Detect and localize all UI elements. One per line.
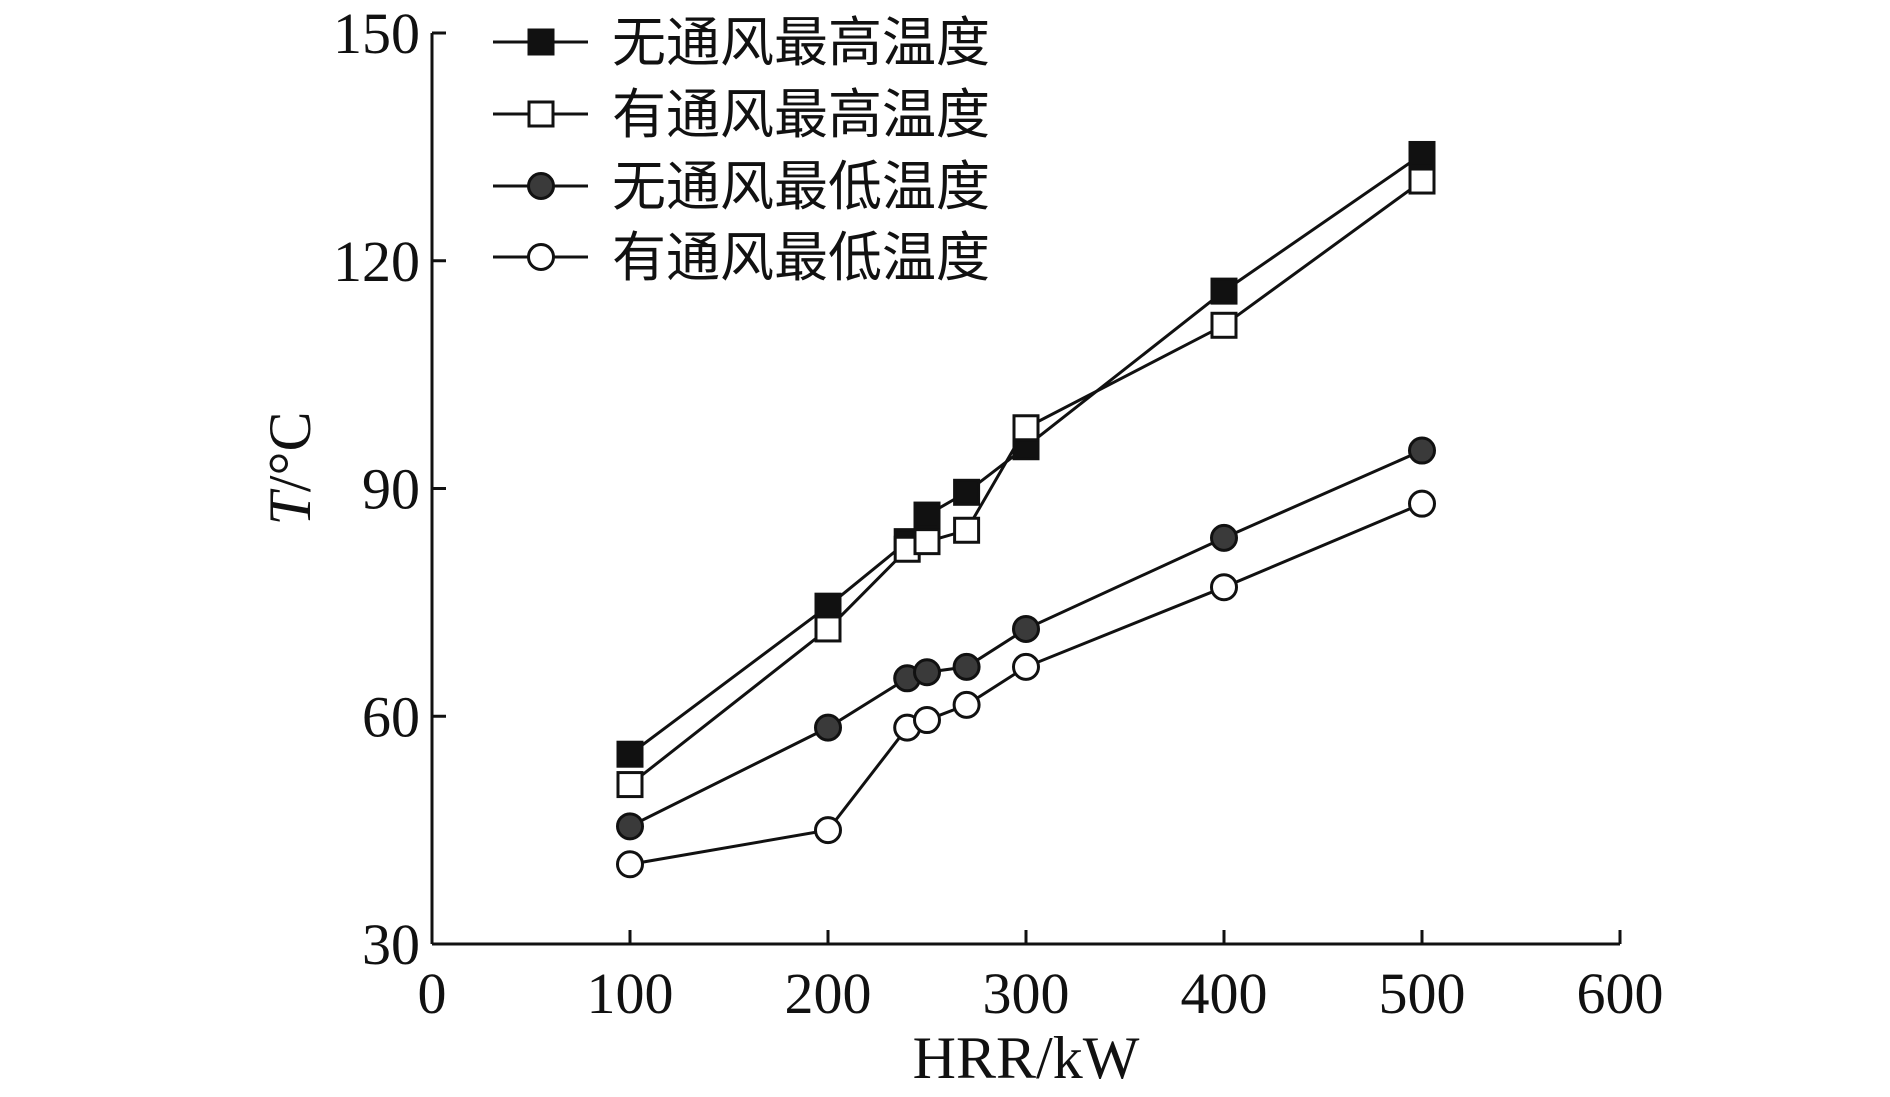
series-layer	[616, 140, 1436, 879]
legend-marker	[527, 243, 555, 271]
legend-entry: 有通风最低温度	[493, 226, 990, 289]
legend-marker	[527, 172, 555, 200]
x-tick-label: 300	[983, 961, 1070, 1026]
y-tick-label: 150	[333, 1, 420, 66]
x-tick-label: 100	[587, 961, 674, 1026]
legend-entry: 无通风最低温度	[493, 155, 990, 218]
series-4-point	[1012, 652, 1040, 681]
x-ticks: 0 100 200 300 400 500 600	[418, 930, 1664, 1026]
series-2-point	[1210, 311, 1238, 339]
series-4-point	[814, 816, 842, 845]
series-3-line	[629, 449, 1423, 828]
series-2-point	[913, 528, 941, 556]
y-tick-label: 120	[333, 229, 420, 294]
x-tick-label: 600	[1577, 961, 1664, 1026]
series-1-point	[913, 501, 941, 529]
series-4-point	[913, 706, 941, 735]
legend-label: 无通风最低温度	[612, 155, 990, 218]
axes: 0 100 200 300 400 500 600 30 60 90 120 150	[333, 1, 1664, 1026]
series-4-point	[616, 850, 644, 879]
x-axis-title: HRR/kW	[913, 1025, 1140, 1091]
x-tick-label: 400	[1181, 961, 1268, 1026]
series-3	[616, 436, 1436, 841]
series-1-point	[1210, 277, 1238, 305]
series-1-point	[814, 592, 842, 620]
y-axis-title: T/°C	[257, 411, 323, 525]
series-3-point	[1408, 436, 1436, 465]
legend-marker	[527, 100, 555, 128]
series-4-point	[952, 690, 981, 719]
x-tick-label: 200	[785, 961, 872, 1026]
series-2-point	[616, 771, 644, 799]
series-2	[616, 167, 1436, 799]
series-2-point	[953, 516, 981, 544]
legend-marker	[527, 28, 555, 56]
y-axis-title-symbol: T	[257, 489, 323, 526]
legend-label: 有通风最高温度	[612, 83, 990, 146]
series-3-point	[913, 658, 941, 687]
y-axis-title-unit: /°C	[257, 411, 323, 492]
series-3-point	[616, 812, 644, 841]
x-tick-label: 500	[1379, 961, 1466, 1026]
series-1-point	[616, 740, 644, 768]
series-1-point	[1408, 140, 1436, 168]
series-4-line	[629, 502, 1423, 866]
legend-entry: 无通风最高温度	[493, 11, 990, 74]
series-4-point	[1408, 489, 1436, 518]
series-2-point	[814, 615, 842, 643]
series-3-point	[1012, 614, 1040, 643]
legend-label: 无通风最高温度	[612, 11, 990, 74]
y-ticks: 30 60 90 120 150	[333, 1, 446, 977]
y-tick-label: 90	[362, 457, 420, 522]
y-tick-label: 30	[362, 912, 420, 977]
series-4	[616, 489, 1436, 879]
series-1-point	[953, 478, 981, 506]
series-2-point	[1408, 167, 1436, 195]
series-3-point	[814, 713, 842, 742]
series-3-point	[952, 652, 981, 681]
series-2-point	[1012, 414, 1040, 442]
legend-label: 有通风最低温度	[612, 226, 990, 289]
y-tick-label: 60	[362, 684, 420, 749]
legend-entry: 有通风最高温度	[493, 83, 990, 146]
x-tick-label: 0	[418, 961, 447, 1026]
series-3-point	[1210, 523, 1238, 552]
series-4-point	[1210, 573, 1238, 602]
